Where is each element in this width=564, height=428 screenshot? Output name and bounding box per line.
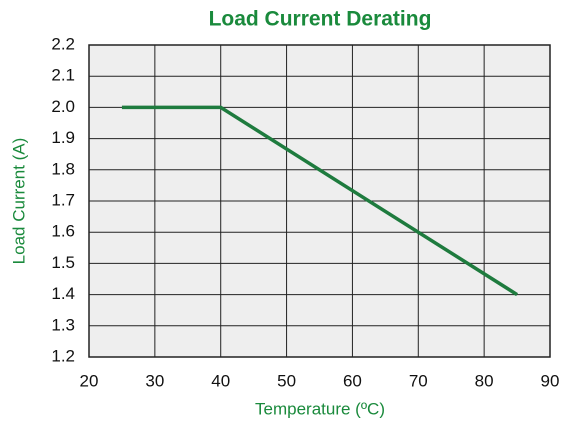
x-tick-label: 60 [343,371,362,390]
y-tick-label: 1.6 [51,222,75,241]
y-tick-label: 1.3 [51,315,75,334]
x-axis-label: Temperature (ºC) [255,399,385,418]
y-tick-label: 2.2 [51,34,75,53]
x-tick-label: 30 [145,371,164,390]
y-axis-label: Load Current (A) [9,138,28,265]
x-tick-label: 90 [541,371,560,390]
y-tick-label: 1.5 [51,253,75,272]
x-tick-label: 50 [277,371,296,390]
x-tick-label: 20 [80,371,99,390]
x-tick-label: 70 [409,371,428,390]
chart-title: Load Current Derating [209,8,432,31]
y-tick-label: 1.4 [51,284,75,303]
data-line [121,105,519,297]
x-tick-label: 80 [475,371,494,390]
y-tick-label: 2.0 [51,97,75,116]
y-tick-label: 1.2 [51,346,75,365]
plot-frame [88,44,551,358]
y-tick-label: 1.9 [51,128,75,147]
y-tick-label: 1.7 [51,190,75,209]
y-tick-label: 2.1 [51,66,75,85]
y-tick-label: 1.8 [51,159,75,178]
x-tick-label: 40 [211,371,230,390]
